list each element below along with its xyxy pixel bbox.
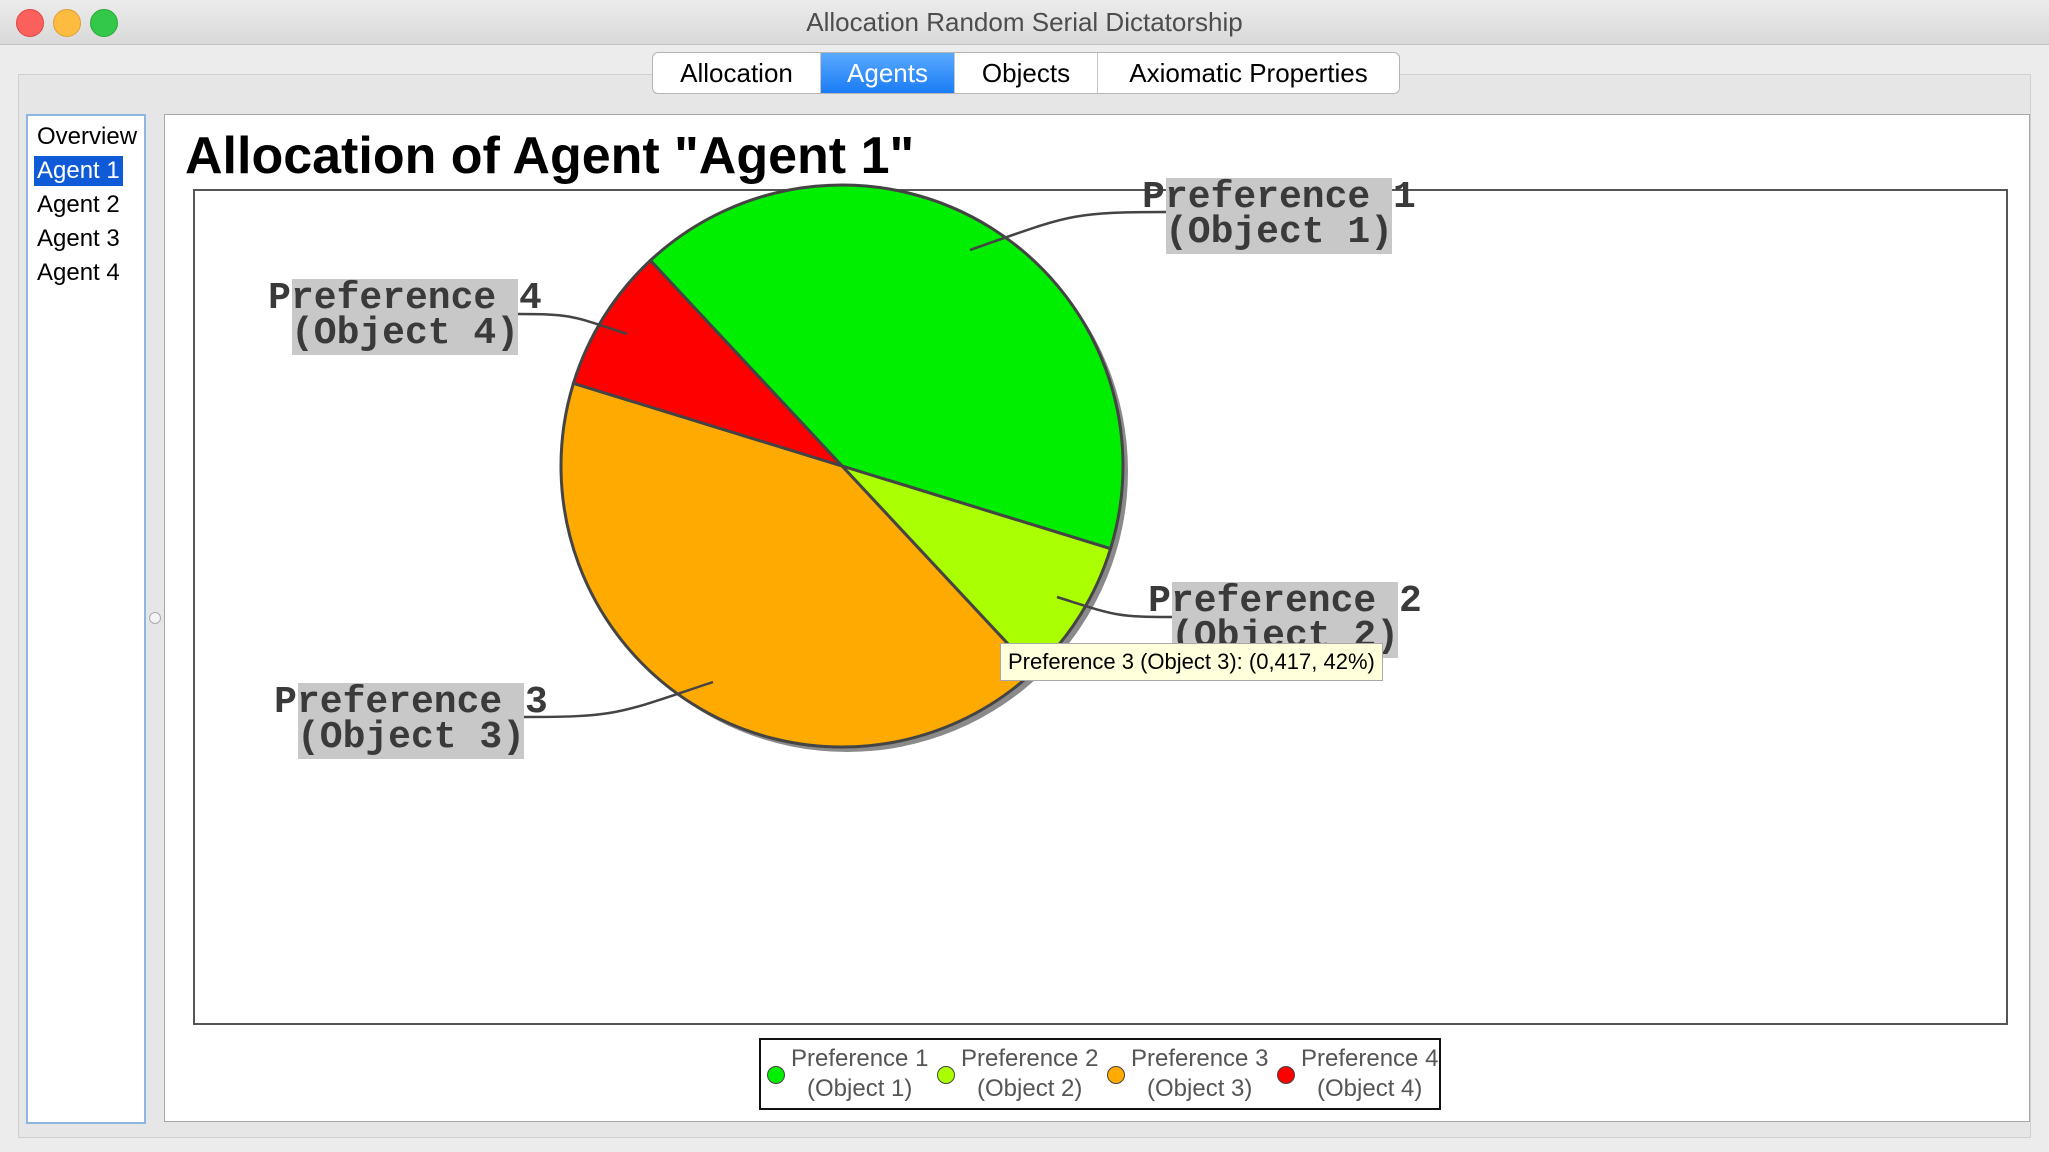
title-bar: Allocation Random Serial Dictatorship	[0, 0, 2049, 45]
sidebar-item-agent-3[interactable]: Agent 3	[37, 225, 120, 252]
chart-legend: Preference 1 (Object 1) Preference 2 (Ob…	[759, 1038, 1441, 1110]
tab-objects[interactable]: Objects	[955, 53, 1098, 93]
legend-label-preference-4: Preference 4 (Object 4)	[1301, 1045, 1439, 1102]
chart-title: Allocation of Agent "Agent 1"	[185, 127, 915, 185]
tab-allocation[interactable]: Allocation	[653, 53, 821, 93]
slice-label-box	[298, 683, 524, 759]
tab-agents[interactable]: Agents	[821, 53, 955, 93]
legend-swatch-preference-1	[767, 1066, 785, 1084]
slice-label-preference-4: Preference 4(Object 4)	[268, 277, 542, 355]
slice-label-preference-1: Preference 1(Object 1)	[1142, 176, 1416, 254]
minimize-window-button[interactable]	[53, 9, 81, 37]
sidebar-item-agent-2[interactable]: Agent 2	[37, 191, 120, 218]
slice-label-preference-3: Preference 3(Object 3)	[274, 681, 548, 759]
zoom-window-button[interactable]	[90, 9, 118, 37]
sidebar-item-agent-4[interactable]: Agent 4	[37, 259, 120, 286]
legend-label-preference-3: Preference 3 (Object 3)	[1131, 1045, 1269, 1102]
slice-tooltip: Preference 3 (Object 3): (0,417, 42%)	[1000, 643, 1383, 681]
legend-label-preference-2: Preference 2 (Object 2)	[961, 1045, 1099, 1102]
agent-list: Overview Agent 1 Agent 2 Agent 3 Agent 4	[26, 114, 146, 1124]
slice-label-box	[1166, 178, 1392, 254]
split-pane-divider-handle[interactable]	[149, 612, 161, 624]
slice-label-box	[292, 279, 518, 355]
legend-label-preference-1: Preference 1 (Object 1)	[791, 1045, 929, 1102]
legend-swatch-preference-4	[1277, 1066, 1295, 1084]
sidebar-item-agent-1[interactable]: Agent 1	[34, 156, 123, 186]
window-title: Allocation Random Serial Dictatorship	[806, 7, 1243, 37]
sidebar-item-overview[interactable]: Overview	[37, 123, 138, 150]
legend-swatch-preference-2	[937, 1066, 955, 1084]
tab-axiomatic-properties[interactable]: Axiomatic Properties	[1129, 58, 1368, 88]
close-window-button[interactable]	[16, 9, 44, 37]
tab-bar: Allocation Agents Objects Axiomatic Prop…	[652, 52, 1400, 94]
legend-swatch-preference-3	[1107, 1066, 1125, 1084]
